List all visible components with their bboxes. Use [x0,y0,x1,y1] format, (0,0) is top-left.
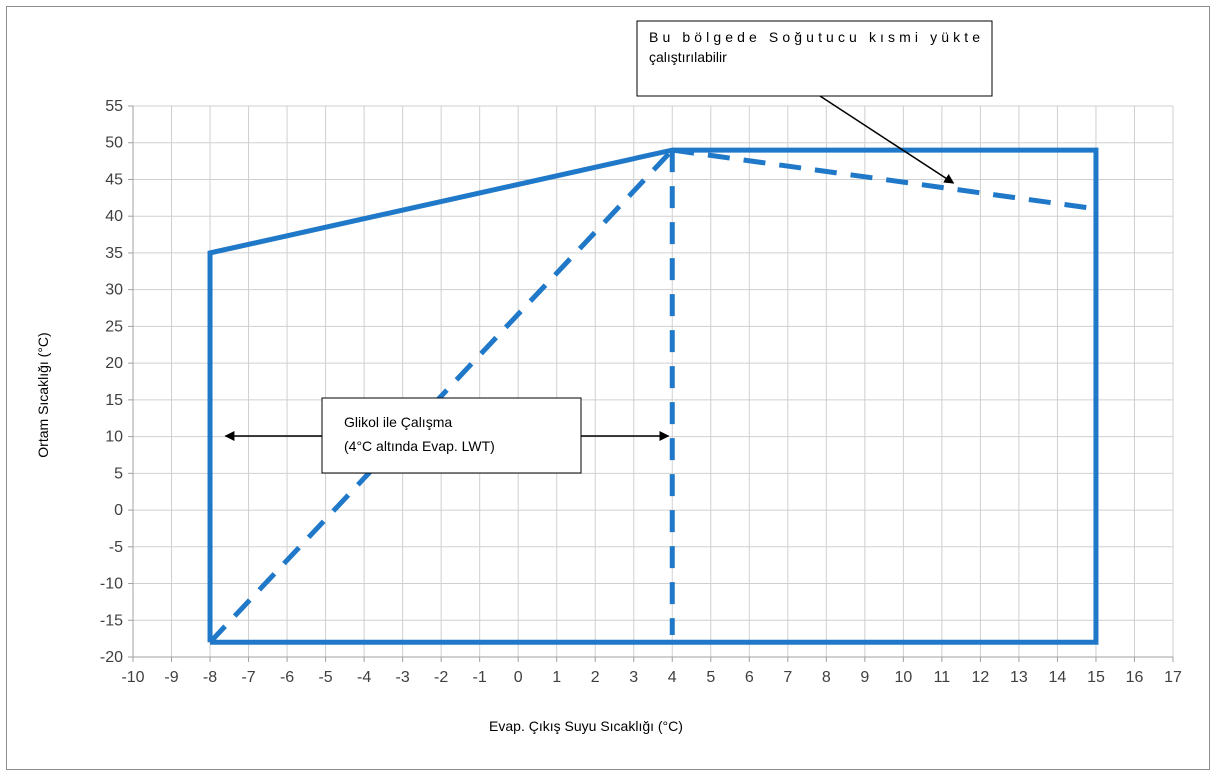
y-tick-label: 55 [105,98,123,115]
grid-lines [128,105,1174,662]
x-tick-label: 15 [1087,669,1105,686]
y-tick-label: 10 [105,429,123,446]
x-tick-label: -3 [396,669,410,686]
x-tick-label: 12 [972,669,990,686]
x-tick-label: -5 [318,669,332,686]
x-tick-label: 6 [745,669,754,686]
x-tick-label: -10 [121,669,144,686]
x-axis-title: Evap. Çıkış Suyu Sıcaklığı (°C) [489,718,683,734]
y-tick-label: -15 [100,612,123,629]
y-tick-label: 0 [114,502,123,519]
annotations: Bu bölgede Soğutucu kısmi yükteçalıştırı… [224,20,993,474]
y-tick-label: 5 [114,465,123,482]
x-tick-label: 17 [1164,669,1182,686]
y-tick-label: -20 [100,649,123,666]
x-tick-label: 10 [894,669,912,686]
x-tick-label: 0 [514,669,523,686]
x-tick-label: -2 [434,669,448,686]
x-tick-label: 2 [591,669,600,686]
y-tick-label: 45 [105,171,123,188]
partial-load-note-text: çalıştırılabilir [649,49,727,65]
y-tick-label: -10 [100,576,123,593]
x-tick-label: 9 [860,669,869,686]
x-tick-label: 4 [668,669,677,686]
y-tick-label: -5 [109,539,123,556]
y-tick-label: 20 [105,355,123,372]
glycol-note-text: Glikol ile Çalışma [344,414,452,430]
dashed-boundary-line [208,148,675,645]
x-tick-label: -4 [357,669,371,686]
partial-load-arrow [819,95,955,184]
tick-labels: -10 -9 -8 -7 -6 -5 -4 -3 -2 -1 0 1 2 3 4 5 6 7 8 9 10 11 12 13 1… [100,98,1182,686]
partial-load-note-box [636,20,993,97]
x-tick-label: 16 [1126,669,1144,686]
y-tick-label: 25 [105,318,123,335]
x-tick-label: 3 [629,669,638,686]
x-tick-label: 11 [934,669,951,686]
x-tick-label: -8 [203,669,217,686]
y-tick-label: 40 [105,208,123,225]
y-tick-label: 30 [105,282,123,299]
x-tick-label: 8 [822,669,831,686]
x-tick-label: -9 [164,669,178,686]
y-axis-title: Ortam Sıcaklığı (°C) [35,332,51,457]
y-tick-label: 50 [105,135,123,152]
envelope-boundary-line [207,147,1099,645]
x-tick-label: 14 [1049,669,1067,686]
x-tick-label: 1 [552,669,561,686]
x-tick-label: 5 [706,669,715,686]
y-tick-label: 35 [105,245,123,262]
y-tick-label: 15 [105,392,123,409]
glycol-note-box [321,397,582,474]
x-tick-label: -7 [241,669,255,686]
x-tick-label: 13 [1010,669,1028,686]
series-lines [207,147,1099,645]
x-tick-label: 7 [783,669,792,686]
x-tick-label: -1 [473,669,487,686]
x-tick-label: -6 [280,669,294,686]
glycol-note-text: (4°C altında Evap. LWT) [344,438,495,454]
